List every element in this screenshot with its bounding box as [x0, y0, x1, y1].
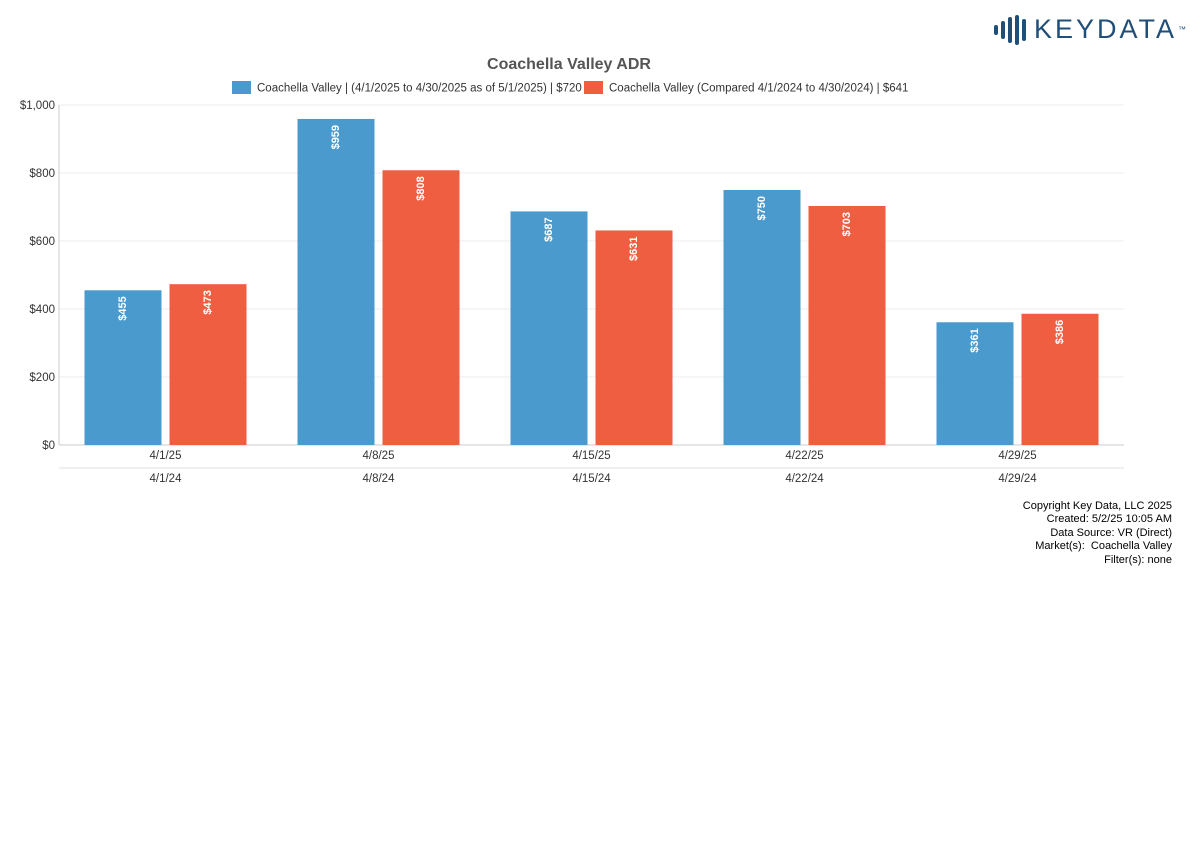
footer-source: Data Source: VR (Direct) — [1050, 526, 1172, 539]
data-label: $455 — [117, 296, 129, 320]
data-label: $631 — [628, 236, 640, 260]
footer-created: Created: 5/2/25 10:05 AM — [1046, 513, 1172, 526]
footer-markets: Market(s): Coachella Valley — [1035, 540, 1172, 553]
x-tick-label: 4/29/25 — [998, 450, 1036, 462]
x-tick-label-secondary: 4/29/24 — [998, 473, 1037, 485]
data-label: $808 — [415, 176, 427, 200]
x-tick-label-secondary: 4/1/24 — [150, 473, 183, 485]
logo-text: KEYDATA — [1033, 14, 1177, 44]
footer-filters: Filter(s): none — [1104, 553, 1172, 566]
report-footer: Copyright Key Data, LLC 2025 Created: 5/… — [1023, 500, 1172, 567]
y-tick-label: $400 — [29, 304, 55, 316]
y-tick-label: $600 — [29, 236, 55, 248]
y-tick-label: $1,000 — [20, 100, 55, 112]
bar — [382, 170, 460, 445]
data-label: $361 — [969, 328, 981, 352]
y-tick-label: $200 — [29, 372, 55, 384]
x-tick-label: 4/8/25 — [363, 450, 395, 462]
bar — [936, 322, 1014, 445]
data-label: $473 — [202, 290, 214, 314]
keydata-logo: KEYDATA ™ — [993, 14, 1186, 45]
bar — [808, 205, 886, 445]
y-tick-label: $0 — [42, 440, 55, 452]
legend-swatch-1 — [232, 81, 251, 94]
x-tick-label-secondary: 4/22/24 — [785, 473, 824, 485]
data-label: $959 — [330, 125, 342, 149]
chart-title: Coachella Valley ADR — [487, 56, 651, 73]
bar — [595, 230, 673, 445]
bar — [510, 211, 588, 445]
x-tick-label: 4/22/25 — [785, 450, 823, 462]
logo-tm: ™ — [1178, 25, 1186, 34]
x-tick-label-secondary: 4/15/24 — [572, 473, 611, 485]
data-label: $750 — [756, 196, 768, 220]
y-tick-label: $800 — [29, 168, 55, 180]
legend-label-1: Coachella Valley | (4/1/2025 to 4/30/202… — [257, 83, 582, 95]
bar — [1021, 313, 1099, 445]
data-label: $687 — [543, 217, 555, 241]
footer-copyright: Copyright Key Data, LLC 2025 — [1022, 500, 1172, 512]
data-label: $703 — [841, 212, 853, 236]
logo-bars-icon — [993, 14, 1026, 45]
x-tick-label: 4/15/25 — [572, 450, 610, 462]
data-label: $386 — [1054, 320, 1066, 344]
x-tick-label-secondary: 4/8/24 — [363, 473, 396, 485]
x-tick-label: 4/1/25 — [150, 450, 182, 462]
bar — [84, 290, 162, 445]
bar — [169, 284, 247, 445]
legend-label-2: Coachella Valley (Compared 4/1/2024 to 4… — [609, 83, 908, 95]
bar — [723, 190, 801, 445]
legend-swatch-2 — [584, 81, 603, 94]
adr-bar-chart: Coachella Valley ADR Coachella Valley | (… — [20, 56, 1124, 485]
bar — [297, 118, 375, 445]
